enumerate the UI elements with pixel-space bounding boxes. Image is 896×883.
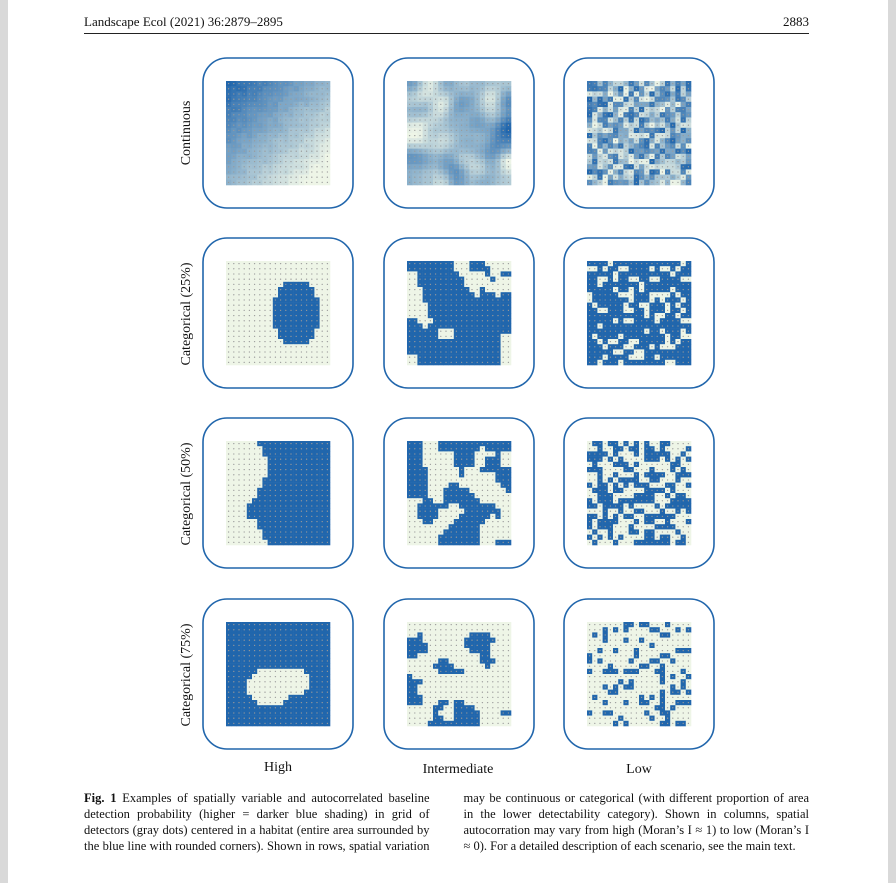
detector-dots <box>227 623 329 725</box>
panel-row4-col1 <box>202 598 354 750</box>
panel-row4-col2 <box>383 598 535 750</box>
panel-row1-col3 <box>563 57 715 209</box>
row-label-categorical-25: Categorical (25%) <box>179 262 194 365</box>
detector-dots <box>588 262 690 364</box>
panel-row1-col2 <box>383 57 535 209</box>
detection-surface <box>587 622 692 727</box>
figure-1: Continuous Categorical (25%) Categorical… <box>179 57 715 777</box>
detector-dots <box>227 262 329 364</box>
detector-dots <box>588 82 690 184</box>
journal-citation: Landscape Ecol (2021) 36:2879–2895 <box>84 14 283 29</box>
panel-row2-col2 <box>383 237 535 389</box>
detection-surface <box>407 441 512 546</box>
detection-surface <box>226 261 331 366</box>
detector-dots <box>408 623 510 725</box>
detector-dots <box>408 442 510 544</box>
header-rule <box>84 33 809 34</box>
caption-label: Fig. 1 <box>84 791 117 805</box>
figure-caption: Fig. 1 Examples of spatially variable an… <box>84 790 809 870</box>
detection-surface <box>587 81 692 186</box>
detector-dots <box>227 82 329 184</box>
detection-surface <box>587 261 692 366</box>
viewer-margin-left <box>0 0 8 883</box>
detection-surface <box>587 441 692 546</box>
viewer-margin-right <box>888 0 896 883</box>
row-label-categorical-50: Categorical (50%) <box>179 442 194 545</box>
row-label-categorical-75: Categorical (75%) <box>179 623 194 726</box>
panel-row4-col3 <box>563 598 715 750</box>
detector-dots <box>408 262 510 364</box>
detection-surface <box>407 261 512 366</box>
running-header: Landscape Ecol (2021) 36:2879–2895 2883 <box>84 14 809 34</box>
detection-surface <box>407 81 512 186</box>
detection-surface <box>226 441 331 546</box>
panel-row2-col3 <box>563 237 715 389</box>
column-labels: High Intermediate Low <box>264 760 653 777</box>
detector-dots <box>227 442 329 544</box>
figure-panels <box>202 57 715 750</box>
column-label-low: Low <box>626 762 653 777</box>
panel-row1-col1 <box>202 57 354 209</box>
detection-surface <box>226 622 331 727</box>
caption-text: Examples of spatially variable and autoc… <box>84 791 809 853</box>
detection-surface <box>407 622 512 727</box>
row-label-continuous: Continuous <box>179 101 194 166</box>
detector-dots <box>408 82 510 184</box>
detector-dots <box>588 442 690 544</box>
page-number: 2883 <box>783 14 809 29</box>
panel-row3-col3 <box>563 417 715 569</box>
column-label-intermediate: Intermediate <box>423 762 494 777</box>
panel-row3-col2 <box>383 417 535 569</box>
detector-dots <box>588 623 690 725</box>
panel-row3-col1 <box>202 417 354 569</box>
detection-surface <box>226 81 331 186</box>
row-labels: Continuous Categorical (25%) Categorical… <box>179 101 194 727</box>
column-label-high: High <box>264 760 292 775</box>
panel-row2-col1 <box>202 237 354 389</box>
